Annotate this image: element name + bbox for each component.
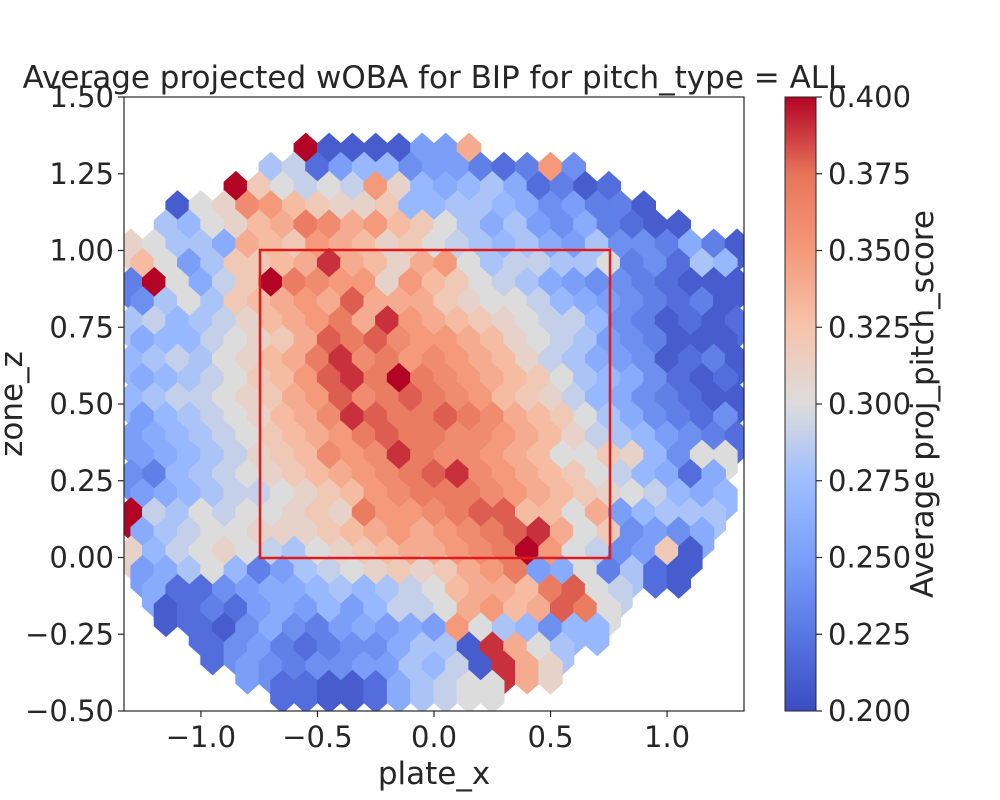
hex-cell — [480, 669, 505, 711]
hex-cell — [433, 669, 458, 711]
x-tick-label: −1.0 — [166, 720, 236, 754]
hex-cell — [363, 669, 388, 711]
hexbin-cells — [124, 132, 744, 711]
x-axis-ticks: −1.0 −0.5 0.0 0.5 1.0 — [166, 711, 690, 754]
colorbar-tick-label: 0.400 — [828, 80, 911, 114]
x-tick-label: −0.5 — [282, 720, 352, 754]
colorbar-tick-label: 0.350 — [828, 234, 911, 268]
colorbar-label: Average proj_pitch_score — [905, 210, 941, 598]
hex-cell — [584, 612, 610, 657]
y-tick-label: 1.00 — [49, 234, 114, 268]
hex-cell — [293, 669, 319, 711]
hex-cell — [235, 650, 260, 695]
y-tick-label: 0.00 — [49, 541, 114, 575]
hex-cell — [340, 669, 365, 711]
colorbar-tick-label: 0.200 — [828, 694, 911, 728]
y-tick-label: 0.50 — [49, 387, 114, 421]
y-axis-ticks: −0.50 −0.25 0.00 0.25 0.50 0.75 1.00 1.25 1.50 — [25, 80, 124, 728]
x-tick-label: 0.0 — [411, 720, 457, 754]
hex-cell — [643, 554, 668, 599]
hex-cell — [386, 669, 412, 711]
colorbar-tick-label: 0.250 — [828, 541, 911, 575]
x-tick-label: 0.5 — [527, 720, 573, 754]
hex-cell — [666, 554, 691, 599]
colorbar-tick-label: 0.300 — [828, 387, 911, 421]
strike-zone — [258, 248, 612, 560]
colorbar-tick-label: 0.375 — [828, 157, 911, 191]
chart-title: Average projected wOBA for BIP for pitch… — [23, 60, 846, 96]
colorbar-ticks: 0.200 0.225 0.250 0.275 0.300 0.325 0.350 0.375… — [816, 80, 911, 728]
colorbar-tick-label: 0.275 — [828, 464, 911, 498]
y-axis-label: zone_z — [0, 351, 30, 457]
hex-cell — [270, 669, 295, 711]
hex-cell — [153, 593, 179, 638]
colorbar-tick-label: 0.225 — [828, 617, 911, 651]
hex-cell — [410, 669, 435, 711]
y-tick-label: 1.25 — [49, 157, 114, 191]
x-tick-label: 1.0 — [644, 720, 690, 754]
y-tick-label: 0.75 — [49, 310, 114, 344]
hex-cell — [200, 631, 225, 676]
y-tick-label: 1.50 — [49, 80, 114, 114]
x-axis-label: plate_x — [378, 756, 490, 792]
hex-cell — [515, 650, 540, 695]
colorbar — [784, 96, 817, 712]
y-tick-label: −0.50 — [25, 694, 114, 728]
colorbar-tick-label: 0.325 — [828, 310, 911, 344]
hex-cell — [456, 669, 482, 711]
y-tick-label: −0.25 — [25, 617, 114, 651]
y-tick-label: 0.25 — [49, 464, 114, 498]
hex-cell — [316, 669, 342, 711]
hex-cell — [538, 650, 563, 695]
